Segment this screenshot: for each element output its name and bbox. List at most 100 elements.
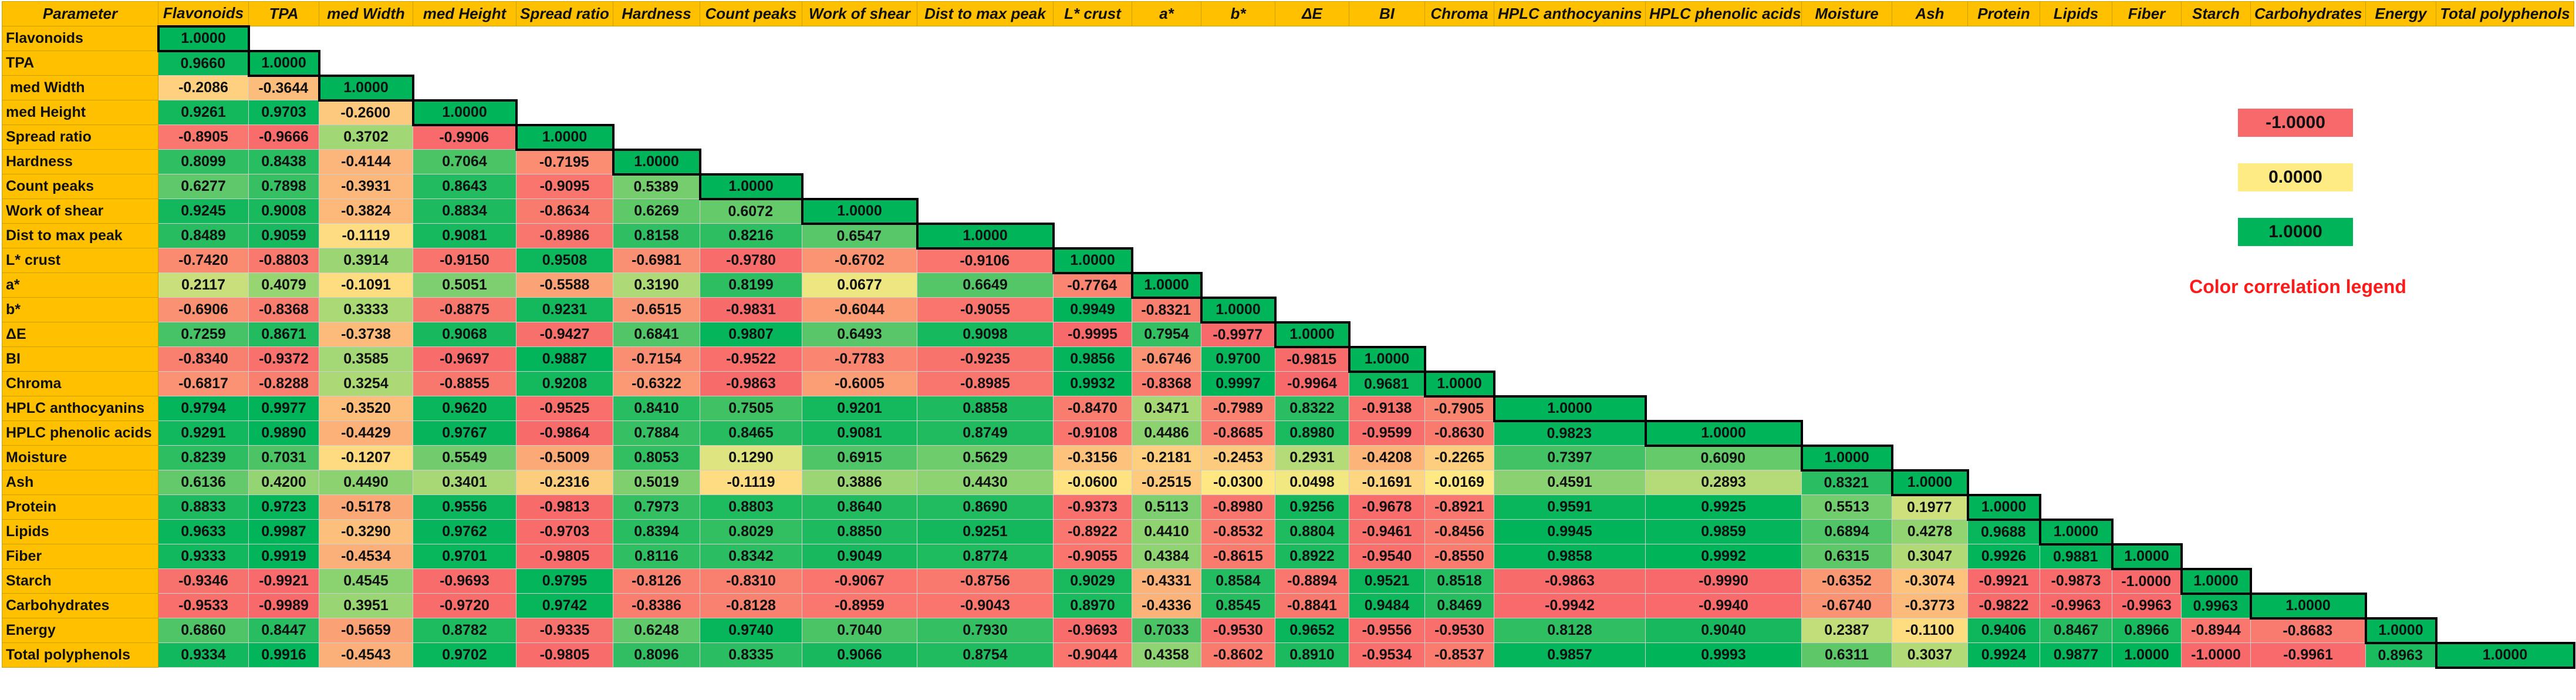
cell: 0.9660 [158,51,249,76]
cell: -0.9697 [413,346,516,372]
empty-cell [1349,223,1425,248]
empty-cell [2365,51,2436,76]
empty-cell [1494,75,1646,100]
empty-cell [1275,100,1349,125]
empty-cell [1967,346,2040,372]
empty-cell [2181,544,2251,569]
empty-cell [1892,396,1968,421]
empty-cell [917,149,1054,174]
cell: 0.8518 [1424,568,1494,594]
empty-cell [1132,174,1201,199]
empty-cell [2436,322,2574,347]
empty-cell [1801,124,1892,150]
column-header: Hardness [613,1,700,26]
cell: -0.1119 [319,223,413,248]
empty-cell [2181,396,2251,421]
empty-cell [1275,297,1349,322]
cell: 0.9767 [413,420,516,446]
column-header: L* crust [1053,1,1132,26]
row-label: Total polyphenols [2,642,158,668]
cell: 0.9856 [1053,346,1132,372]
empty-cell [613,51,700,76]
cell: 0.3702 [319,124,413,150]
empty-cell [613,26,700,51]
empty-cell [1645,272,1802,298]
cell: -0.8875 [413,297,516,322]
cell: -0.8550 [1424,544,1494,569]
column-header: Chroma [1424,1,1494,26]
empty-cell [2436,470,2574,495]
column-header: med Width [319,1,413,26]
correlation-table: Parameter Flavonoids TPA med Width med Heigh… [2,1,2575,669]
table-row: TPA 0.9660 1.0000 [2,49,2574,77]
empty-cell [1801,75,1892,100]
empty-cell [2250,420,2366,446]
cell: -0.8756 [917,568,1054,594]
table-row: Total polyphenols 0.9334 0.9916 -0.4543 0.97… [2,641,2575,669]
cell: 0.4079 [248,272,319,298]
empty-cell [2365,124,2436,150]
empty-cell [2436,494,2574,520]
cell: 0.9208 [516,371,613,396]
row-label: Energy [2,618,158,643]
empty-cell [1645,322,1802,347]
cell: 1.0000 [1130,271,1203,299]
cell: 0.9702 [413,642,516,668]
column-header: Protein [1967,1,2040,26]
cell: -0.2181 [1132,445,1201,470]
empty-cell [1892,174,1968,199]
empty-cell [1967,445,2040,470]
cell: 0.9406 [1967,618,2040,643]
cell: -0.2600 [319,100,413,125]
cell: 0.3886 [802,470,917,495]
cell: -0.3738 [319,322,413,347]
empty-cell [2436,248,2574,273]
cell: -0.9995 [1053,322,1132,347]
cell: 0.3914 [319,248,413,273]
table-row: Ash 0.6136 0.4200 0.4490 0.3401 -0.2316 0.5019… [2,469,2574,496]
cell: -0.9427 [516,322,613,347]
column-header: Work of shear [802,1,917,26]
cell: 0.8754 [917,642,1054,668]
column-header: Energy [2365,1,2436,26]
empty-cell [2181,322,2251,347]
cell: -0.9921 [248,568,319,594]
empty-cell [613,100,700,125]
cell: 0.8690 [917,494,1054,520]
empty-cell [1494,26,1646,51]
empty-cell [2181,26,2251,51]
cell: 0.9201 [802,396,917,421]
empty-cell [1424,346,1494,372]
empty-cell [1424,174,1494,199]
cell: 0.7259 [158,322,249,347]
cell: 0.9059 [248,223,319,248]
cell: 0.7884 [613,420,700,446]
empty-cell [1132,26,1201,51]
cell: -0.9805 [516,642,613,668]
cell: 0.6841 [613,322,700,347]
cell: 0.9762 [413,519,516,544]
empty-cell [2112,297,2182,322]
empty-cell [2112,223,2182,248]
empty-cell [2040,297,2112,322]
empty-cell [2250,396,2366,421]
cell: 0.4278 [1892,519,1968,544]
empty-cell [1967,470,2040,495]
empty-cell [2365,568,2436,594]
empty-cell [2436,568,2574,594]
cell: 0.9081 [413,223,516,248]
empty-cell [2365,544,2436,569]
cell: 0.8322 [1275,396,1349,421]
empty-cell [2112,519,2182,544]
cell: -0.2316 [516,470,613,495]
row-label: med Width [2,75,158,100]
empty-cell [1801,248,1892,273]
cell: 1.0000 [1052,247,1133,274]
cell: -0.6322 [613,371,700,396]
cell: 0.9926 [1967,544,2040,569]
empty-cell [1349,322,1425,347]
empty-cell [1892,297,1968,322]
cell: -0.1100 [1892,618,1968,643]
column-header: HPLC phenolic acids [1645,1,1802,26]
cell: 0.6311 [1801,642,1892,668]
